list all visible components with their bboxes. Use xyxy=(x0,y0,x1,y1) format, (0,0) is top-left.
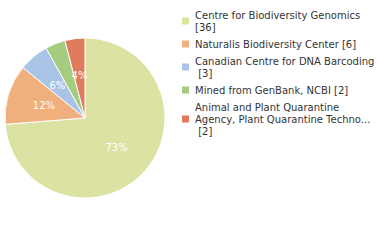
svg-text:12%: 12% xyxy=(33,100,55,111)
svg-text:Mined from GenBank, NCBI [2]: Mined from GenBank, NCBI [2] xyxy=(195,85,348,96)
svg-text:[3]: [3] xyxy=(195,68,212,79)
svg-text:Agency, Plant Quarantine Techn: Agency, Plant Quarantine Techno... xyxy=(195,114,370,125)
svg-text:73%: 73% xyxy=(105,142,127,153)
svg-text:Canadian Centre for DNA Barcod: Canadian Centre for DNA Barcoding xyxy=(195,56,374,67)
svg-text:Animal and Plant Quarantine: Animal and Plant Quarantine xyxy=(195,102,342,113)
svg-text:Centre for Biodiversity Genomi: Centre for Biodiversity Genomics xyxy=(195,10,363,21)
svg-text:[36]: [36] xyxy=(195,22,216,33)
svg-text:Naturalis Biodiversity Center: Naturalis Biodiversity Center [6] xyxy=(195,39,356,50)
svg-text:6%: 6% xyxy=(49,80,65,91)
svg-text:4%: 4% xyxy=(72,70,88,81)
svg-text:[2]: [2] xyxy=(195,126,212,137)
